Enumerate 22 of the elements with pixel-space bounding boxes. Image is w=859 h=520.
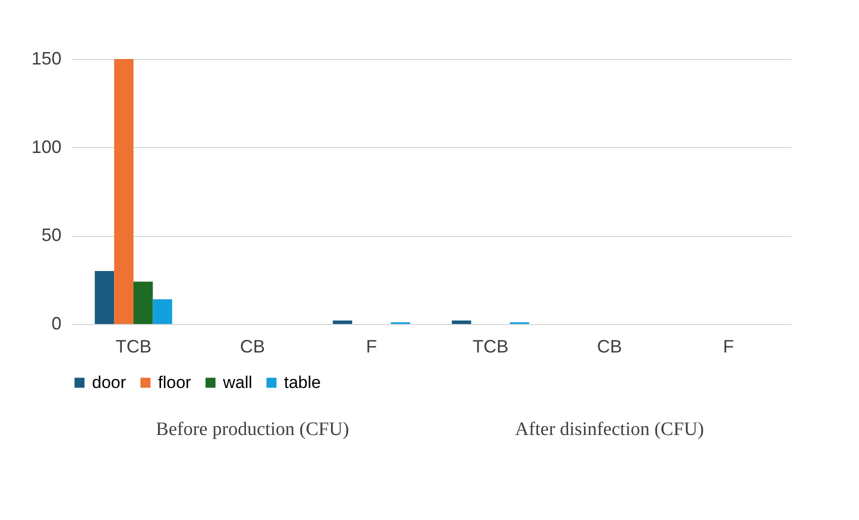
- bar: [452, 320, 472, 324]
- x-tick-label: F: [366, 336, 377, 356]
- x-tick-label: TCB: [115, 336, 152, 356]
- legend-label: wall: [222, 372, 252, 392]
- y-tick-label: 100: [31, 136, 62, 157]
- bar: [94, 271, 114, 324]
- y-tick-label: 50: [41, 225, 62, 246]
- bar: [114, 59, 134, 324]
- text: Before production (CFU): [156, 419, 350, 440]
- bar: [152, 299, 172, 324]
- legend-label: table: [284, 372, 321, 392]
- bar: [133, 282, 153, 324]
- y-tick-label: 150: [31, 48, 62, 68]
- x-tick-label: F: [723, 336, 734, 356]
- x-tick-label: CB: [240, 336, 265, 356]
- y-tick-label: 0: [51, 314, 62, 334]
- legend-label: floor: [158, 372, 192, 392]
- x-tick-label: TCB: [472, 336, 509, 356]
- text: After disinfection (CFU): [515, 419, 704, 440]
- x-tick-label: CB: [597, 336, 622, 356]
- legend-label: door: [92, 372, 126, 392]
- bar: [332, 320, 352, 324]
